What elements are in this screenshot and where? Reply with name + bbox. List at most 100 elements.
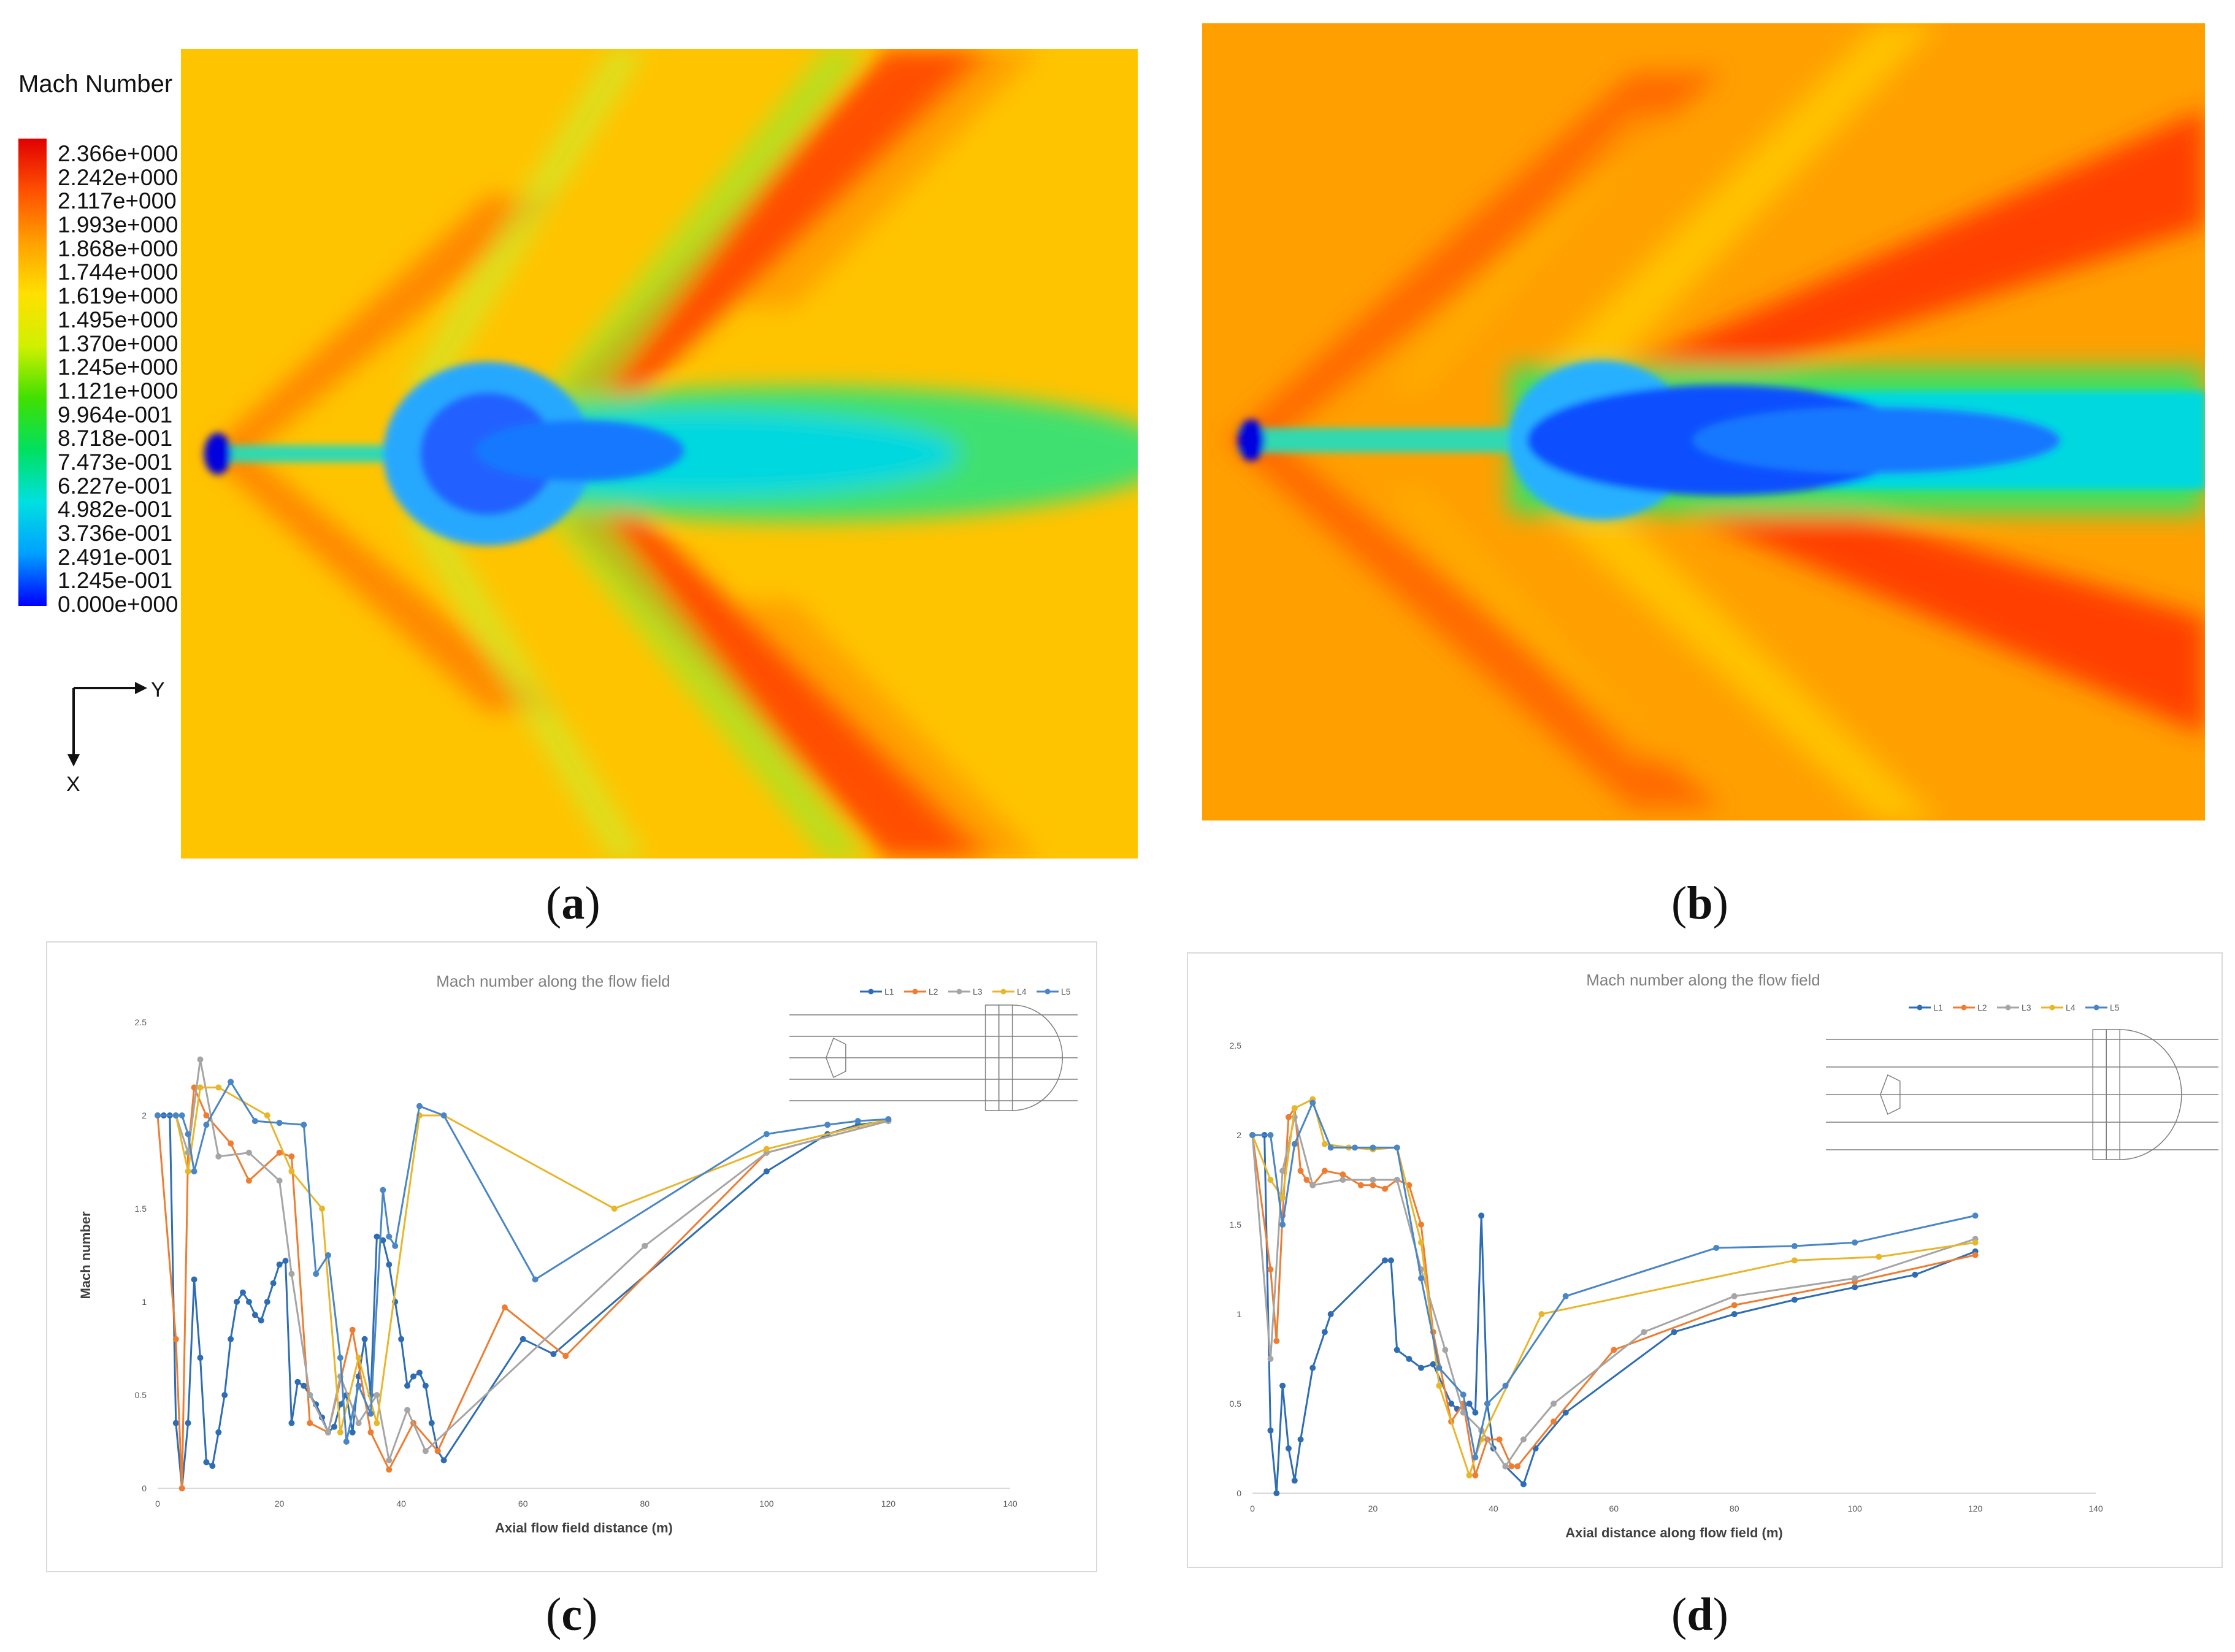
data-point-l5 — [191, 1168, 197, 1175]
colorbar-tick-label: 1.245e-001 — [58, 568, 173, 594]
y-tick-label: 2 — [142, 1111, 147, 1120]
data-point-l2 — [288, 1153, 295, 1160]
data-point-l3 — [374, 1392, 380, 1398]
data-point-l4 — [1972, 1239, 1979, 1246]
data-point-l5 — [301, 1122, 307, 1128]
data-point-l1 — [1285, 1445, 1292, 1451]
data-point-l1 — [240, 1289, 246, 1296]
data-point-l4 — [215, 1084, 222, 1091]
data-point-l1 — [404, 1382, 411, 1389]
y-tick-label: 2.5 — [135, 1017, 147, 1027]
data-point-l2 — [1551, 1418, 1557, 1425]
data-point-l5 — [185, 1131, 191, 1138]
x-tick-label: 140 — [2088, 1504, 2103, 1513]
data-point-l4 — [1466, 1472, 1473, 1478]
data-point-l3 — [245, 1149, 252, 1156]
data-point-l2 — [1508, 1463, 1515, 1470]
data-point-l3 — [307, 1392, 313, 1398]
data-point-l2 — [276, 1149, 283, 1156]
data-point-l1 — [380, 1237, 386, 1244]
panel-label-b: (b) — [1671, 878, 1728, 929]
series-line-l2 — [1251, 1107, 1976, 1477]
data-point-l4 — [1876, 1253, 1882, 1260]
legend-marker-l2 — [912, 989, 918, 995]
data-point-l5 — [1460, 1391, 1466, 1398]
data-point-l1 — [1382, 1257, 1389, 1264]
data-point-l5 — [1791, 1243, 1798, 1250]
colorbar-tick-label: 1.370e+000 — [58, 331, 178, 356]
data-point-l3 — [1279, 1168, 1286, 1174]
data-point-l1 — [288, 1420, 295, 1426]
data-point-l2 — [562, 1353, 569, 1359]
legend-label-l1: L1 — [884, 987, 894, 996]
data-point-l1 — [251, 1312, 258, 1318]
data-point-l3 — [1502, 1463, 1509, 1470]
data-point-l4 — [337, 1429, 343, 1436]
data-point-l1 — [1291, 1477, 1298, 1484]
data-point-l1 — [1791, 1296, 1798, 1303]
data-point-l4 — [1279, 1195, 1286, 1201]
y-tick-label: 2 — [1236, 1130, 1241, 1140]
inset-wall — [998, 1004, 1013, 1111]
data-point-l5 — [203, 1122, 210, 1128]
legend-marker-l3 — [2005, 1004, 2011, 1011]
data-point-l4 — [1436, 1382, 1443, 1389]
data-point-l4 — [611, 1206, 618, 1212]
data-point-l2 — [228, 1140, 234, 1147]
axis-y-label: Y — [151, 678, 165, 702]
series-line-l3 — [158, 1058, 889, 1461]
data-point-l1 — [197, 1355, 204, 1361]
data-point-l5 — [1418, 1275, 1424, 1282]
data-point-l5 — [355, 1382, 362, 1389]
data-point-l1 — [294, 1379, 301, 1385]
y-tick-label: 0 — [1236, 1488, 1241, 1498]
data-point-l1 — [519, 1336, 526, 1342]
colorbar-tick-label: 1.495e+000 — [58, 307, 178, 332]
data-point-l2 — [1285, 1114, 1292, 1120]
x-tick-label: 120 — [881, 1499, 896, 1509]
data-point-l3 — [197, 1056, 204, 1063]
data-point-l1 — [245, 1299, 252, 1305]
data-point-l1 — [270, 1280, 277, 1287]
data-point-l1 — [1418, 1364, 1424, 1371]
data-point-l1 — [410, 1373, 416, 1380]
legend-marker-l5 — [1045, 989, 1051, 995]
x-tick-label: 20 — [1368, 1504, 1378, 1513]
x-tick-label: 20 — [275, 1499, 285, 1509]
panel-label-a: (a) — [546, 878, 600, 929]
x-tick-label: 100 — [1847, 1504, 1862, 1513]
data-point-l1 — [1297, 1436, 1304, 1443]
data-point-l5 — [313, 1271, 320, 1277]
legend-marker-l1 — [1917, 1004, 1923, 1011]
data-point-l1 — [276, 1261, 283, 1268]
data-point-l5 — [392, 1242, 399, 1249]
colorbar-tick-label: 2.491e-001 — [58, 544, 173, 570]
inset-schematic — [1826, 1029, 2218, 1160]
data-point-l2 — [367, 1429, 374, 1436]
x-tick-label: 0 — [155, 1499, 160, 1509]
data-point-l1 — [264, 1299, 270, 1305]
data-point-l5 — [1351, 1144, 1358, 1151]
data-point-l5 — [532, 1276, 539, 1283]
colorbar-tick-label: 7.473e-001 — [58, 449, 173, 475]
data-point-l5 — [416, 1103, 423, 1109]
data-point-l5 — [1713, 1244, 1720, 1251]
inset-dome — [1012, 1004, 1063, 1111]
inset-schematic — [789, 1004, 1078, 1111]
legend-label-l1: L1 — [1933, 1003, 1943, 1012]
data-point-l4 — [763, 1145, 770, 1152]
contour-plot-a — [181, 49, 1138, 859]
data-point-l3 — [1442, 1347, 1449, 1353]
colorbar-tick-label: 3.736e-001 — [58, 521, 173, 546]
colorbar-tick-label: 1.619e+000 — [58, 283, 178, 309]
data-point-l5 — [1484, 1401, 1491, 1407]
series-line-l5 — [1252, 1101, 1976, 1459]
colorbar-tick-label: 2.242e+000 — [58, 164, 178, 190]
legend-label-l3: L3 — [2022, 1003, 2031, 1012]
colorbar-tick-label: 1.744e+000 — [58, 259, 178, 285]
data-point-l1 — [1466, 1401, 1473, 1407]
data-point-l2 — [1297, 1168, 1304, 1174]
data-point-l1 — [386, 1261, 393, 1268]
data-point-l5 — [824, 1122, 831, 1128]
